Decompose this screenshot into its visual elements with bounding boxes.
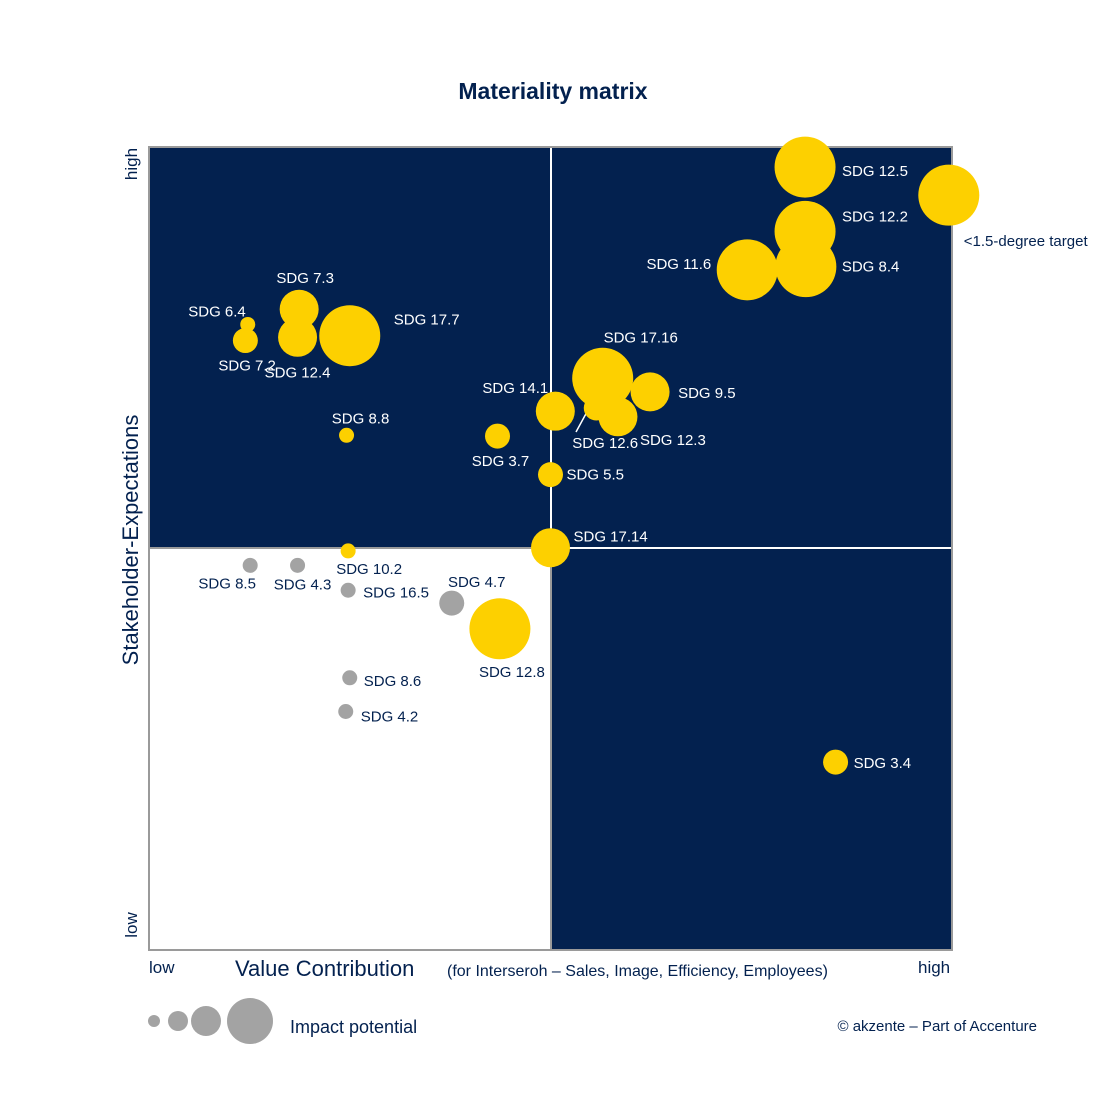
- bubble-sdg-8-5: [242, 557, 258, 573]
- bubble-sdg-8-6: [342, 670, 358, 686]
- legend-size-4: [227, 998, 273, 1044]
- bubble-label: SDG 4.3: [274, 576, 332, 593]
- bubble-label: SDG 12.2: [842, 208, 908, 225]
- quadrant-bottom-right: [551, 548, 952, 950]
- data-points: [232, 136, 980, 775]
- bubble-sdg-17-14: [531, 528, 570, 568]
- bubble-label: SDG 12.5: [842, 163, 908, 180]
- bubble-label: SDG 8.5: [198, 575, 256, 592]
- legend-size-1: [148, 1015, 160, 1027]
- bubble-label: SDG 14.1: [482, 380, 548, 397]
- bubble-sdg-12-8: [469, 598, 531, 660]
- bubble-label: SDG 4.2: [361, 709, 419, 726]
- legend-label: Impact potential: [290, 1017, 417, 1037]
- bubble-label: SDG 8.8: [332, 410, 390, 427]
- bubble-label: SDG 12.4: [265, 364, 331, 381]
- bubble-label: SDG 12.3: [640, 432, 706, 449]
- bubble-sdg-17-7: [319, 305, 381, 367]
- bubble-sdg-12-4: [278, 317, 318, 357]
- bubble-sdg-17-16: [572, 347, 634, 409]
- bubble-label: SDG 7.2: [218, 358, 276, 375]
- bubble-sdg-4-3: [290, 557, 306, 573]
- bubble-label: SDG 3.4: [854, 755, 912, 772]
- bubble-sdg-10-2: [340, 543, 356, 559]
- y-axis-low-label: low: [122, 912, 141, 938]
- legend-size-3: [191, 1006, 221, 1036]
- bubble-label: SDG 3.7: [472, 453, 530, 470]
- bubble-label: SDG 10.2: [336, 561, 402, 578]
- bubble-sdg-8-4: [775, 236, 837, 298]
- bubble-sdg-3-7: [485, 423, 511, 449]
- bubble-label: SDG 4.7: [448, 574, 506, 591]
- plot-border: [148, 146, 953, 951]
- bubble-sdg-7-3: [279, 289, 319, 329]
- bubble-sdg-8-8: [339, 427, 355, 443]
- quadrant-top-right: [551, 147, 952, 548]
- bubble--1-5-degree-target: [918, 164, 980, 226]
- bubble-sdg-4-2: [338, 704, 354, 720]
- x-axis-high-label: high: [918, 958, 950, 977]
- bubble-label: SDG 17.14: [574, 529, 648, 546]
- bubble-label: SDG 17.16: [604, 329, 678, 346]
- bubble-label: SDG 12.6: [572, 435, 638, 452]
- bubble-label: SDG 8.4: [842, 259, 900, 276]
- bubble-label: SDG 12.8: [479, 664, 545, 681]
- x-axis-note: (for Interseroh – Sales, Image, Efficien…: [447, 963, 828, 980]
- bubble-sdg-5-5: [538, 462, 563, 488]
- x-axis-low-label: low: [149, 958, 175, 977]
- data-labels: SDG 12.5 <1.5-degree target SDG 12.2 SDG 8.…: [188, 163, 1088, 772]
- bubble-label: SDG 6.4: [188, 303, 246, 320]
- bubble-sdg-3-4: [823, 749, 849, 775]
- bubble-label: SDG 17.7: [394, 312, 460, 329]
- impact-legend: [148, 998, 273, 1044]
- bubble-label: SDG 11.6: [646, 256, 711, 273]
- bubble-label: SDG 9.5: [678, 385, 736, 402]
- bubble-sdg-9-5: [630, 372, 670, 412]
- bubble-sdg-12-6: [583, 395, 609, 421]
- chart-title: Materiality matrix: [458, 78, 647, 104]
- bubble-label: SDG 5.5: [567, 467, 625, 484]
- bubble-sdg-11-6: [716, 239, 778, 301]
- legend-size-2: [168, 1011, 188, 1031]
- credit-text: © akzente – Part of Accenture: [838, 1018, 1038, 1035]
- bubble-sdg-12-5: [774, 136, 836, 198]
- bubble-label: SDG 7.3: [276, 270, 334, 287]
- bubble-label: <1.5-degree target: [964, 233, 1089, 250]
- y-axis-high-label: high: [122, 148, 141, 180]
- bubble-sdg-16-5: [340, 582, 356, 598]
- bubble-sdg-4-7: [439, 590, 465, 616]
- x-axis-title: Value Contribution: [235, 956, 414, 981]
- bubble-sdg-14-1: [535, 391, 575, 431]
- y-axis-title: Stakeholder-Expectations: [118, 415, 143, 666]
- bubble-label: SDG 8.6: [364, 673, 422, 690]
- bubble-sdg-7-2: [232, 328, 258, 354]
- bubble-label: SDG 16.5: [363, 584, 429, 601]
